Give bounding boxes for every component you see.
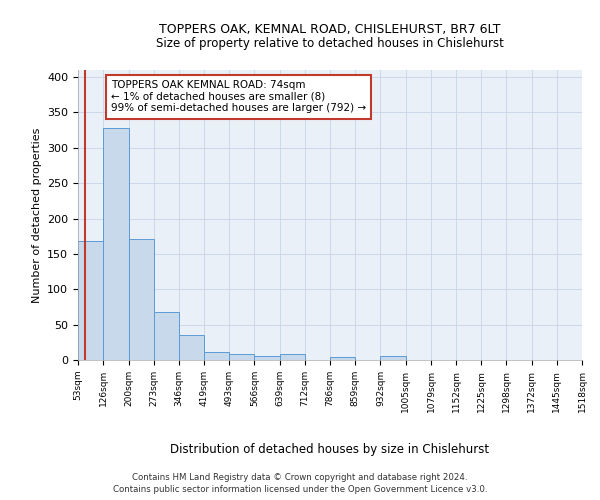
Bar bbox=[330, 357, 355, 360]
Bar bbox=[128, 239, 154, 360]
Text: Contains HM Land Registry data © Crown copyright and database right 2024.: Contains HM Land Registry data © Crown c… bbox=[132, 472, 468, 482]
Text: Size of property relative to detached houses in Chislehurst: Size of property relative to detached ho… bbox=[156, 38, 504, 51]
Text: TOPPERS OAK, KEMNAL ROAD, CHISLEHURST, BR7 6LT: TOPPERS OAK, KEMNAL ROAD, CHISLEHURST, B… bbox=[159, 22, 501, 36]
Bar bbox=[380, 356, 406, 360]
Text: TOPPERS OAK KEMNAL ROAD: 74sqm
← 1% of detached houses are smaller (8)
99% of se: TOPPERS OAK KEMNAL ROAD: 74sqm ← 1% of d… bbox=[111, 80, 366, 114]
Bar bbox=[204, 352, 229, 360]
Bar bbox=[280, 354, 305, 360]
Text: Contains public sector information licensed under the Open Government Licence v3: Contains public sector information licen… bbox=[113, 485, 487, 494]
Bar bbox=[154, 312, 179, 360]
Text: Distribution of detached houses by size in Chislehurst: Distribution of detached houses by size … bbox=[170, 442, 490, 456]
Bar bbox=[254, 356, 280, 360]
Bar bbox=[179, 335, 204, 360]
Bar bbox=[78, 241, 103, 360]
Bar bbox=[229, 354, 254, 360]
Bar bbox=[103, 128, 128, 360]
Y-axis label: Number of detached properties: Number of detached properties bbox=[32, 128, 41, 302]
